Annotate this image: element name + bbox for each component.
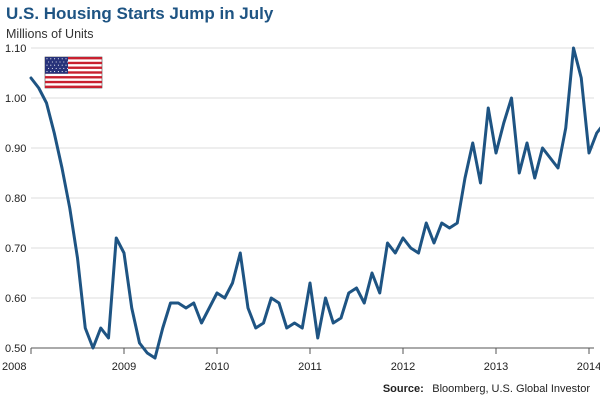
source-label: Source: <box>383 383 424 395</box>
chart-subtitle: Millions of Units <box>6 27 94 41</box>
series-layer <box>29 46 600 360</box>
y-tick-label: 1.10 <box>5 43 26 55</box>
source-text: Bloomberg, U.S. Global Investor <box>432 383 590 395</box>
x-axis-tick-labels: 2008 2009 2010 2011 2012 2013 2014 <box>2 361 600 373</box>
source-note: Source: Bloomberg, U.S. Global Investor <box>383 379 590 396</box>
x-tick-label: 2013 <box>484 361 508 373</box>
y-axis-tick-labels: 0.50 0.60 0.70 0.80 0.90 1.00 1.10 <box>5 43 26 355</box>
x-tick-label: 2010 <box>205 361 229 373</box>
y-tick-label: 0.80 <box>5 193 26 205</box>
chart-title: U.S. Housing Starts Jump in July <box>6 4 274 23</box>
y-tick-label: 0.50 <box>5 343 26 355</box>
y-tick-label: 0.60 <box>5 293 26 305</box>
y-tick-label: 0.90 <box>5 143 26 155</box>
x-tick-label: 2009 <box>112 361 136 373</box>
axes <box>30 347 594 354</box>
x-tick-label: 2008 <box>2 361 26 373</box>
y-tick-label: 1.00 <box>5 93 26 105</box>
series-line <box>29 46 600 360</box>
x-tick-label: 2011 <box>298 361 322 373</box>
x-tick-label: 2012 <box>391 361 415 373</box>
y-tick-label: 0.70 <box>5 243 26 255</box>
us-flag-icon <box>44 56 103 89</box>
x-tick-label: 2014 <box>577 361 600 373</box>
